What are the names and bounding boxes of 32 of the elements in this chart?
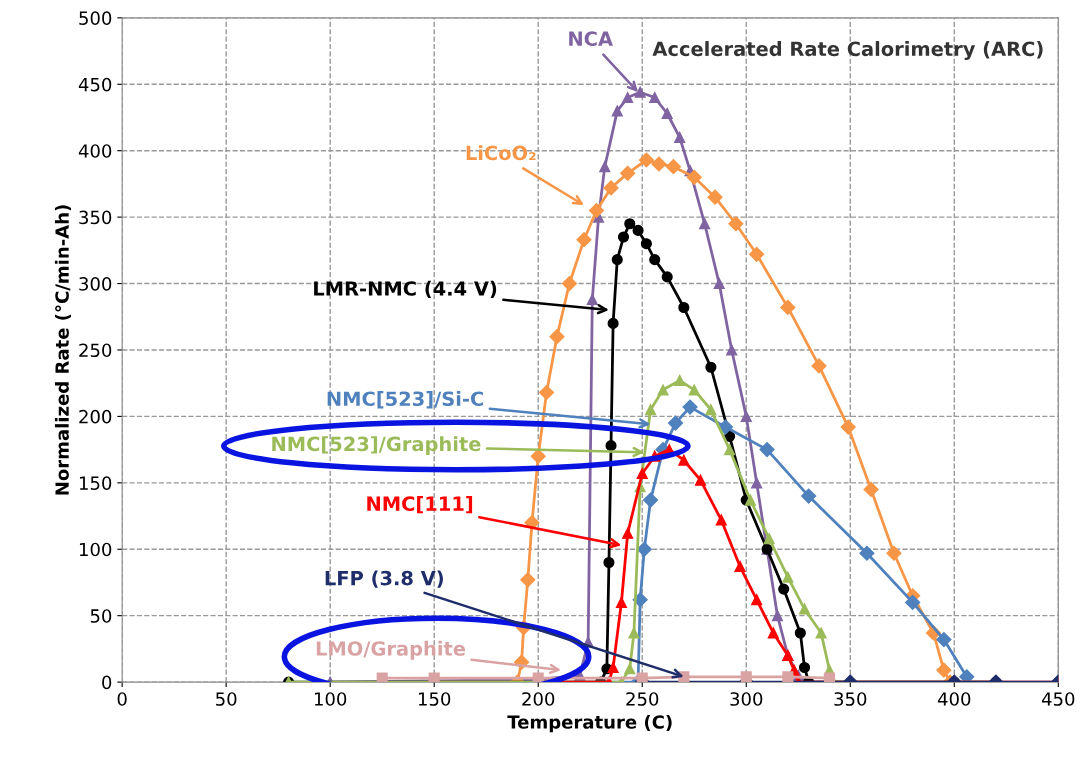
text: LiCoO₂ (466, 145, 536, 161)
y-tick-label: 200 (79, 409, 112, 424)
y-tick-label: 50 (90, 609, 112, 623)
y-tick-label: 0 (102, 675, 112, 690)
x-tick-label: 350 (834, 692, 867, 706)
x-tick-label: 400 (937, 692, 971, 706)
x-tick-label: 200 (522, 692, 555, 706)
y-tick-label: 400 (78, 144, 112, 158)
text: Accelerated Rate Calorimetry (ARC) (652, 41, 1043, 61)
text: NCA (569, 31, 613, 47)
x-tick-label: 450 (1041, 692, 1075, 706)
x-tick-label: 300 (730, 692, 763, 706)
x-tick-label: 150 (418, 692, 451, 706)
y-tick-label: 300 (79, 277, 112, 291)
x-tick-label: 0 (117, 692, 127, 706)
x-tick-label: 50 (216, 692, 237, 706)
y-tick-label: 450 (78, 77, 112, 92)
y-tick-label: 100 (79, 542, 112, 557)
y-axis-title: Normalized Rate (°C/min-Ah) (54, 205, 72, 495)
y-tick-label: 500 (79, 11, 112, 25)
x-axis-title: Temperature (C) (507, 714, 672, 733)
text: LFP (3.8 V) (325, 570, 443, 588)
series-label: LMO/Graphite (316, 640, 466, 660)
text: NMC[523]/Si-C (327, 391, 484, 409)
y-tick-label: 250 (79, 343, 112, 358)
text: NMC[523]/Graphite (272, 436, 481, 456)
text: NMC[111] (367, 496, 473, 514)
y-tick-label: 150 (79, 476, 112, 490)
text: LMR-NMC (4.4 V) (314, 280, 497, 299)
x-tick-label: 100 (314, 692, 347, 706)
y-tick-label: 350 (79, 210, 112, 225)
x-tick-label: 250 (626, 692, 659, 706)
